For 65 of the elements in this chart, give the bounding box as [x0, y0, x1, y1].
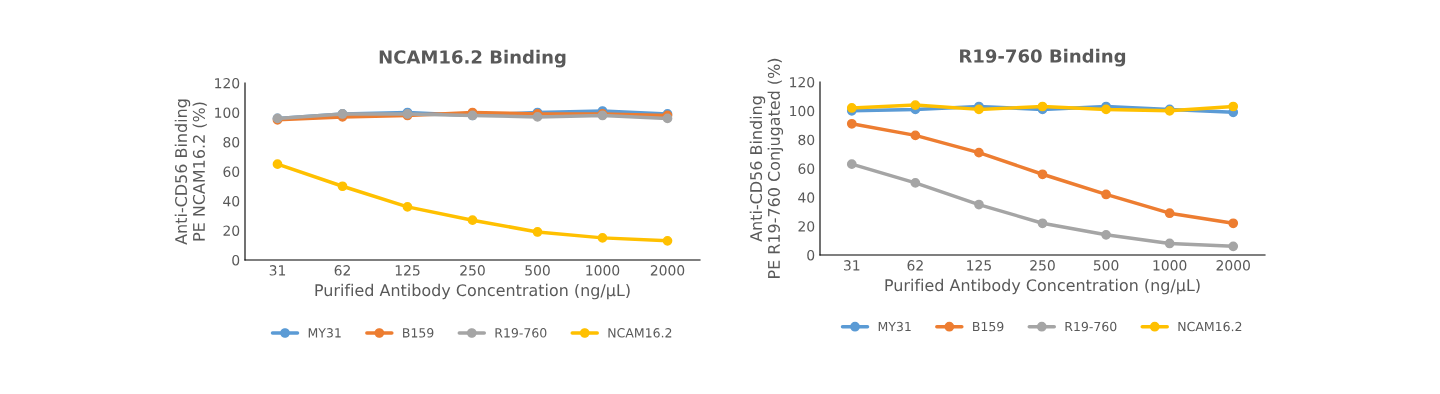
- x-tick-label: 250: [1030, 260, 1055, 271]
- x-tick-label: 62: [334, 265, 350, 276]
- point: [1037, 218, 1048, 229]
- y-tick-label: 120: [215, 77, 240, 89]
- x-tick-label: 125: [967, 260, 991, 271]
- y-tick-label: 40: [798, 192, 815, 203]
- point: [1228, 218, 1239, 229]
- y-tick-label: 100: [215, 107, 240, 118]
- x-axis-title: Purified Antibody Concentration (ng/µL): [315, 283, 630, 300]
- legend-label: R19-760: [1065, 321, 1117, 332]
- x-tick-label: 2000: [1216, 260, 1250, 271]
- point: [337, 181, 348, 192]
- legend-label: NCAM16.2: [1178, 321, 1242, 332]
- legend-label: B159: [973, 321, 1004, 332]
- point: [846, 118, 857, 129]
- point: [1228, 101, 1239, 112]
- point: [1037, 169, 1048, 180]
- point: [402, 202, 413, 212]
- x-tick-label: 125: [395, 265, 420, 276]
- y-tick-label: 80: [798, 134, 815, 146]
- point: [910, 178, 921, 188]
- x-tick-label: 500: [525, 265, 550, 276]
- legend-label: NCAM16.2: [608, 328, 672, 338]
- point: [974, 199, 984, 210]
- point: [662, 235, 673, 246]
- x-tick-label: 31: [269, 265, 286, 276]
- y-axis-title: Anti-CD56 Binding PE NCAM16.2 (%): [174, 99, 207, 245]
- chart-title: R19-760 Binding: [960, 48, 1126, 67]
- point: [467, 215, 478, 226]
- point: [1228, 241, 1239, 252]
- point: [910, 130, 921, 141]
- y-tick-label: 0: [232, 254, 240, 266]
- x-tick-label: 1000: [586, 265, 620, 276]
- point: [974, 147, 984, 158]
- y-tick-label: 60: [223, 166, 240, 177]
- y-axis-title: Anti-CD56 Binding PE R19-760 Conjugated (%): [749, 58, 784, 278]
- y-tick-label: 0: [807, 249, 815, 261]
- point: [1101, 189, 1111, 200]
- legend-label: R19-760: [495, 328, 547, 338]
- x-tick-label: 62: [907, 260, 923, 271]
- point: [1164, 208, 1175, 219]
- legend-label: MY31: [308, 328, 341, 338]
- y-tick-label: 120: [790, 76, 815, 88]
- point: [1164, 238, 1175, 249]
- point: [846, 159, 857, 170]
- x-tick-label: 250: [460, 265, 485, 276]
- legend-label: MY31: [878, 321, 911, 332]
- point: [532, 227, 543, 237]
- y-tick-label: 40: [223, 195, 240, 207]
- y-tick-label: 80: [223, 136, 240, 148]
- y-tick-label: 60: [798, 163, 815, 174]
- x-tick-label: 500: [1093, 260, 1119, 271]
- x-tick-label: 1000: [1153, 260, 1187, 271]
- y-tick-label: 100: [790, 105, 815, 117]
- point: [1101, 229, 1111, 240]
- point: [910, 100, 921, 110]
- x-axis-title: Purified Antibody Concentration (ng/µL): [885, 278, 1200, 295]
- point: [597, 233, 608, 243]
- x-tick-label: 2000: [650, 265, 685, 276]
- y-tick-label: 20: [223, 225, 240, 236]
- chart-title: NCAM16.2 Binding: [379, 49, 566, 68]
- x-tick-label: 31: [844, 260, 860, 271]
- y-tick-label: 20: [798, 221, 815, 232]
- point: [272, 159, 283, 169]
- legend-label: B159: [403, 328, 434, 338]
